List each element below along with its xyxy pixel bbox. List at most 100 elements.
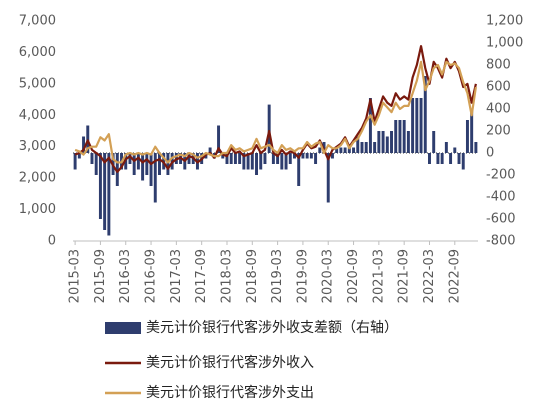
line [74,45,477,173]
y-tick-label: 5,000 [19,76,56,91]
y-tick-label: 0 [48,234,56,249]
bar [305,153,309,159]
bar [107,153,111,236]
bar [330,153,334,159]
bar [86,125,90,153]
x-tick-label: 2022-09 [447,249,462,303]
x-tick-label: 2019-09 [295,249,310,303]
bar [398,120,402,153]
bar [229,153,233,164]
bar [136,153,140,170]
bar [153,153,157,203]
y2-tick-label: 1,000 [486,36,523,51]
x-tick-label: 2019-03 [270,249,285,303]
legend-swatch [105,322,141,334]
bar [419,98,423,153]
bar [364,142,368,153]
y2-tick-label: -400 [486,190,516,205]
bar [288,153,292,164]
y-tick-label: 2,000 [19,171,56,186]
bar [98,153,102,219]
bar [368,98,372,153]
bar [158,153,161,175]
bar [187,153,191,164]
bar [259,153,263,170]
bar [440,153,444,164]
bar [423,76,427,153]
y2-tick-label: 400 [486,102,511,117]
y2-tick-label: -200 [486,168,516,183]
bar [103,153,107,230]
legend-label: 美元计价银行代客涉外收支差额（右轴） [146,319,398,336]
x-tick-label: 2018-09 [245,249,260,303]
bar [444,142,448,153]
line [74,60,477,164]
x-tick-label: 2022-03 [422,249,437,303]
bar [141,153,145,181]
y-tick-label: 7,000 [19,14,56,29]
bar [411,98,415,153]
bar [115,153,119,186]
bar [250,153,254,170]
bar [246,153,250,170]
bar [271,153,275,164]
bar [343,147,347,153]
bar [449,153,453,164]
legend-label: 美元计价银行代客涉外支出 [146,384,314,401]
bar [326,153,330,203]
bar [297,153,301,186]
x-tick-label: 2015-09 [93,249,108,303]
bar [474,142,478,153]
bar [436,153,440,164]
bar [132,153,136,175]
y-tick-label: 6,000 [19,45,56,60]
x-tick-label: 2018-03 [219,249,234,303]
x-tick-label: 2021-09 [397,249,412,303]
bar [145,153,149,175]
bar [314,153,318,164]
x-tick-label: 2020-09 [346,249,361,303]
bar [406,131,410,153]
bar [402,120,406,153]
bar [166,153,170,175]
y2-tick-label: 800 [486,58,511,73]
bar [293,153,296,159]
y-tick-label: 4,000 [19,108,56,123]
y-tick-label: 3,000 [19,139,56,154]
bar [453,147,457,153]
bar [381,131,385,153]
bar [301,153,305,159]
bar [267,104,271,153]
bar [309,153,313,159]
bar [208,147,212,153]
y-tick-label: 1,000 [19,202,56,217]
y2-tick-label: 1,200 [486,14,523,29]
bar [128,153,132,164]
bar [415,98,419,153]
legend-label: 美元计价银行代客涉外收入 [146,354,314,371]
x-tick-label: 2017-03 [169,249,184,303]
bar [280,153,284,170]
bar [360,142,364,153]
bar [221,153,225,159]
bar [465,120,469,153]
bar [238,153,242,164]
bar [94,153,98,175]
y2-tick-label: 600 [486,80,511,95]
bar [352,147,356,153]
bar [77,153,81,159]
x-tick-label: 2016-03 [118,249,133,303]
x-tick-label: 2021-03 [371,249,386,303]
bar [457,153,461,164]
bar [255,153,258,175]
y2-tick-label: 0 [486,146,494,161]
bar [390,131,393,153]
x-tick-label: 2016-09 [144,249,159,303]
bar [276,153,280,164]
bar [385,136,389,153]
bar [432,131,436,153]
bar [149,153,153,186]
bar [242,153,246,170]
y2-tick-label: 200 [486,124,511,139]
